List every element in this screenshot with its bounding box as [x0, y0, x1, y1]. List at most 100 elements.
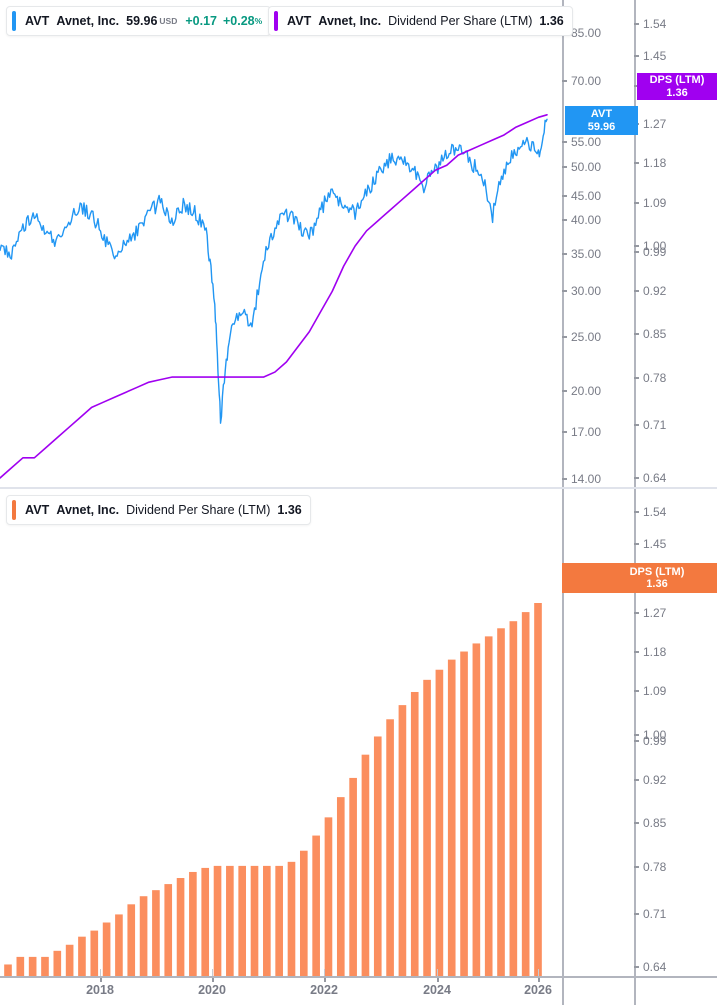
axis-tick-label: 1.09 — [643, 196, 667, 210]
time-axis-tick-label: 2020 — [198, 983, 226, 997]
axis-tick-label: 35.00 — [571, 247, 602, 261]
axis-tick-label: 25.00 — [571, 330, 602, 344]
axis-tick-dash — [634, 913, 639, 915]
axis-tick-dash — [634, 734, 639, 736]
axis-tick-label: 85.00 — [571, 26, 602, 40]
axis-tick-label: 0.85 — [643, 327, 667, 341]
dividend-bar — [361, 754, 370, 976]
dividend-bar — [53, 950, 62, 976]
dividend-bar — [349, 777, 357, 976]
axis-tick-dash — [634, 202, 639, 204]
axis-tick-dash — [562, 253, 567, 255]
dividend-bar — [115, 914, 123, 976]
dividend-bar — [41, 956, 49, 976]
axis-tick-dash — [634, 377, 639, 379]
price-chart-pane[interactable] — [0, 0, 562, 487]
axis-tick-label: 1.54 — [643, 505, 667, 519]
price-axis-rail — [562, 0, 564, 1005]
axis-tick-label: 0.71 — [643, 418, 667, 432]
price-legend[interactable]: AVT Avnet, Inc. 59.96 USD +0.17 +0.28% — [6, 6, 272, 36]
axis-tick-label: 1.09 — [643, 684, 667, 698]
axis-tick-dash — [634, 822, 639, 824]
axis-tick-label: 40.00 — [571, 213, 602, 227]
dividend-bar — [534, 603, 542, 976]
dividend-bar-group — [4, 603, 542, 976]
dividend-bar — [78, 936, 86, 976]
axis-tick-label: 1.27 — [643, 117, 667, 131]
time-axis-tick-label: 2022 — [310, 983, 338, 997]
axis-tick-dash — [634, 251, 639, 253]
dividend-bar — [28, 956, 37, 976]
dps-legend[interactable]: AVT Avnet, Inc. Dividend Per Share (LTM)… — [6, 495, 311, 525]
axis-tick-dash — [562, 478, 567, 480]
dps-legend-ticker: AVT — [25, 503, 50, 517]
dps-value-badge-bottom[interactable]: DPS (LTM) 1.36 — [562, 563, 717, 593]
price-legend-value: 59.96 — [126, 14, 158, 28]
time-gridline-tick — [324, 969, 325, 976]
dps-value-badge-top[interactable]: DPS (LTM) 1.36 — [637, 73, 717, 100]
price-legend-change-percent: +0.28 — [223, 14, 255, 28]
time-axis-tick-dash — [212, 977, 214, 982]
dividend-bar — [460, 651, 468, 976]
dividend-bar — [386, 719, 394, 976]
dividend-bar — [213, 865, 222, 976]
price-badge-ticker: AVT — [590, 108, 613, 120]
dps-overlay-legend-swatch — [274, 11, 278, 31]
dividend-bar — [127, 904, 136, 976]
dividend-bar — [410, 691, 419, 976]
time-axis-tick-label: 2026 — [524, 983, 552, 997]
price-axis[interactable]: 85.00 70.00 55.00 50.00 45.00 40.00 35.00 30.00… — [562, 0, 632, 1005]
dps-legend-value: 1.36 — [277, 503, 302, 517]
axis-tick-dash — [634, 162, 639, 164]
price-value-badge[interactable]: AVT 59.96 — [565, 106, 638, 135]
axis-tick-dash — [634, 866, 639, 868]
axis-tick-dash — [634, 245, 639, 247]
axis-tick-dash — [562, 80, 567, 82]
time-gridline-tick — [100, 969, 101, 976]
dps-overlay-line-series — [0, 114, 548, 479]
dividend-bar — [497, 628, 505, 976]
dividend-bar — [435, 669, 444, 976]
dps-badge-top-label: DPS (LTM) — [649, 74, 705, 86]
axis-tick-label: 0.78 — [643, 371, 667, 385]
axis-tick-dash — [562, 166, 567, 168]
price-legend-percent-symbol: % — [254, 16, 263, 26]
dps-overlay-legend[interactable]: AVT Avnet, Inc. Dividend Per Share (LTM)… — [268, 6, 573, 36]
dps-axis[interactable]: 1.541.451.361.271.181.091.000.990.920.85… — [634, 0, 717, 1005]
axis-tick-label: 1.00 — [643, 728, 667, 742]
axis-tick-label: 1.18 — [643, 645, 667, 659]
price-chart-canvas — [0, 114, 548, 479]
dividend-bar — [324, 817, 333, 976]
price-legend-change: +0.17 — [185, 14, 217, 28]
axis-tick-label: 1.54 — [643, 17, 667, 31]
time-axis-tick-dash — [324, 977, 326, 982]
axis-tick-label: 14.00 — [571, 472, 602, 486]
dps-legend-swatch — [12, 500, 16, 520]
dividend-bar — [373, 736, 382, 976]
dividend-bar — [521, 612, 530, 976]
price-line-series — [0, 118, 548, 424]
dividend-bar — [201, 867, 210, 976]
dividend-bar — [484, 636, 493, 976]
price-legend-company: Avnet, Inc. — [56, 14, 120, 28]
axis-tick-label: 1.18 — [643, 156, 667, 170]
axis-tick-dash — [634, 23, 639, 25]
dividend-bar — [275, 865, 283, 976]
axis-tick-label: 0.92 — [643, 773, 667, 787]
axis-tick-label: 1.45 — [643, 537, 667, 551]
axis-tick-label: 0.85 — [643, 816, 667, 830]
time-axis[interactable]: 2018 2020 2022 2024 2026 — [0, 977, 562, 1005]
dividend-bar — [4, 964, 12, 976]
dividend-bar — [238, 865, 247, 976]
pane-divider[interactable] — [0, 487, 717, 489]
axis-tick-dash — [634, 424, 639, 426]
dividend-bar — [102, 922, 111, 976]
axis-tick-dash — [562, 290, 567, 292]
dps-axis-rail — [634, 0, 636, 1005]
dividend-bar — [176, 878, 185, 976]
axis-tick-dash — [562, 219, 567, 221]
axis-tick-dash — [634, 55, 639, 57]
dividend-bar — [152, 890, 160, 976]
dividend-chart-pane[interactable] — [0, 489, 562, 976]
dps-overlay-legend-value: 1.36 — [539, 14, 564, 28]
